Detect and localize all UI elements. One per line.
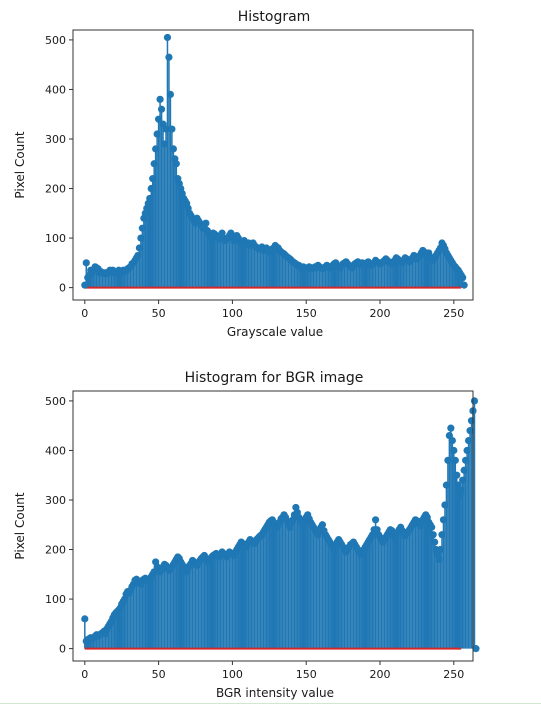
y-tick-label: 400	[45, 444, 66, 457]
y-tick-label: 400	[45, 83, 66, 96]
stem-marker	[447, 424, 455, 432]
y-tick-label: 0	[59, 282, 66, 295]
stem-marker	[457, 486, 465, 494]
ticks-group: 0 50 100 150 200 250 0 100 200 300 400 500	[45, 34, 464, 320]
x-tick-label: 100	[222, 307, 243, 320]
y-tick-label: 500	[45, 395, 66, 408]
y-tick-label: 100	[45, 232, 66, 245]
stem-marker	[467, 417, 476, 425]
x-tick-label: 50	[152, 668, 166, 681]
stem-marker	[453, 471, 461, 479]
stem-marker	[157, 105, 166, 113]
stem-marker	[448, 436, 456, 445]
stem-marker	[156, 95, 164, 103]
stem-marker	[149, 175, 157, 183]
stem-marker	[472, 645, 480, 653]
stem-marker	[444, 456, 452, 464]
stem-marker	[442, 481, 451, 489]
stem-marker	[460, 466, 468, 474]
stem-marker	[429, 531, 437, 539]
x-tick-label: 0	[81, 668, 88, 681]
stem-marker	[438, 531, 446, 539]
stem-marker	[460, 281, 468, 289]
stem-marker	[138, 224, 146, 232]
stem-marker	[436, 545, 445, 554]
stem-marker	[153, 130, 161, 138]
ticks-group: 0 50 100 150 200 250 0 100 200 300 400 500	[45, 395, 464, 681]
stem-marker	[152, 145, 160, 153]
x-tick-label: 150	[296, 307, 317, 320]
x-tick-label: 200	[370, 668, 391, 681]
x-axis-label: BGR intensity value	[216, 686, 334, 700]
stem-marker	[162, 125, 170, 133]
stem-marker	[165, 53, 173, 61]
stem-marker	[82, 259, 90, 267]
y-tick-label: 0	[59, 643, 66, 656]
stem-marker	[439, 516, 448, 524]
y-tick-label: 100	[45, 593, 66, 606]
bgr-histogram-chart: Histogram for BGR image 0 50 100 150 200 2500…	[13, 370, 480, 700]
stem-marker	[146, 194, 154, 203]
y-tick-label: 300	[45, 133, 66, 146]
y-tick-label: 300	[45, 494, 66, 507]
stem-marker	[202, 219, 210, 227]
stem-marker	[459, 274, 467, 282]
stem-marker	[441, 501, 449, 509]
page-bottom-rule	[0, 703, 541, 704]
y-tick-label: 500	[45, 34, 66, 47]
stem-marker	[451, 456, 459, 464]
chart-title: Histogram	[238, 9, 311, 25]
x-tick-label: 0	[81, 307, 88, 320]
stem-marker	[160, 140, 169, 148]
stems-group	[81, 33, 468, 289]
stem-marker	[459, 476, 467, 484]
grayscale-histogram-chart: Histogram 0 50 100 150 200 250 0 100 200 300 400 50…	[13, 9, 474, 339]
stem-marker	[134, 251, 142, 260]
x-tick-label: 50	[152, 307, 166, 320]
x-tick-label: 150	[296, 668, 317, 681]
chart-title: Histogram for BGR image	[185, 370, 364, 386]
stem-marker	[470, 397, 479, 405]
stem-marker	[435, 555, 443, 564]
stem-marker	[431, 538, 439, 546]
stems-group	[81, 397, 480, 653]
stem-marker	[155, 115, 163, 123]
plot-frame	[72, 29, 474, 301]
x-tick-label: 100	[222, 668, 243, 681]
stem-marker	[150, 160, 158, 168]
stem-marker	[135, 244, 144, 252]
stem-marker	[463, 446, 471, 455]
y-axis-label: Pixel Count	[13, 131, 27, 199]
stem-marker	[168, 125, 176, 133]
stem-marker	[318, 521, 327, 529]
stem-marker	[163, 33, 172, 42]
stem-marker	[428, 523, 436, 531]
stem-marker	[81, 281, 89, 289]
x-tick-label: 250	[443, 307, 464, 320]
stem-marker	[466, 427, 474, 435]
x-tick-label: 250	[443, 668, 464, 681]
stem-marker	[166, 90, 175, 99]
stem-marker	[81, 615, 89, 623]
y-axis-label: Pixel Count	[13, 492, 27, 560]
stem-marker	[169, 145, 177, 153]
x-tick-label: 200	[370, 307, 391, 320]
stem-marker	[147, 184, 155, 193]
plot-frame	[72, 390, 474, 662]
y-tick-label: 200	[45, 183, 66, 196]
stem-marker	[462, 456, 470, 464]
y-tick-label: 200	[45, 544, 66, 557]
stem-marker	[172, 160, 180, 168]
x-axis-label: Grayscale value	[227, 325, 323, 339]
stem-marker	[464, 436, 473, 445]
stem-marker	[371, 516, 380, 524]
stem-marker	[450, 446, 458, 455]
stem-marker	[137, 234, 145, 242]
